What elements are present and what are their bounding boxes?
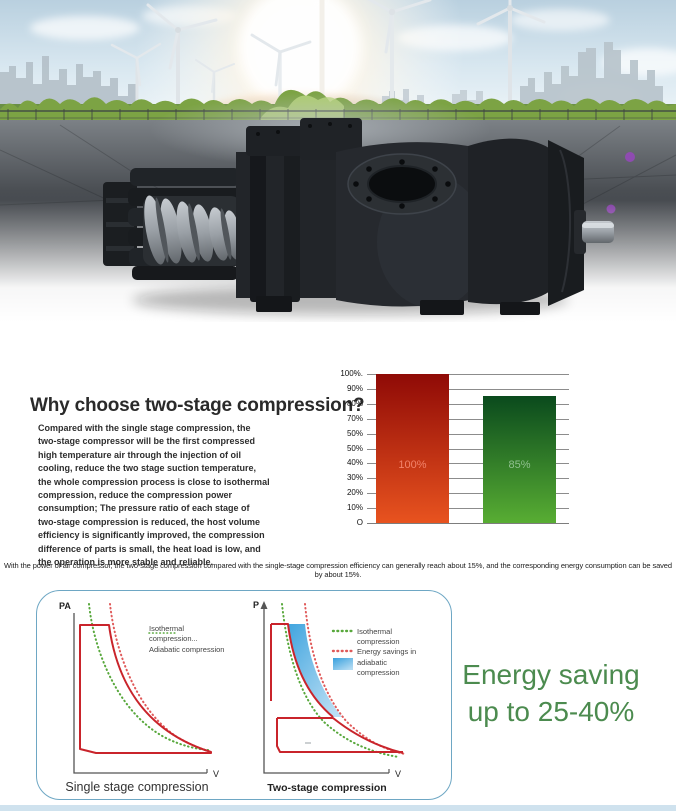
efficiency-bar-chart: 100%. 90% 80% 70% 50% 50% 40% 30% 20% 10% O 100% 85…: [333, 363, 633, 538]
bar-value-label: 100%: [398, 459, 427, 471]
sun: [238, 0, 362, 110]
wind-turbine: [146, 3, 218, 110]
gridline: [367, 493, 569, 495]
y-axis-label: PA: [59, 601, 71, 611]
legend-label: compression: [357, 668, 400, 677]
legend-label: Energy savings in: [357, 647, 416, 656]
y-tick-label: 90%: [346, 383, 363, 393]
y-tick-label: 70%: [346, 413, 363, 423]
gridline: [367, 463, 569, 465]
section-heading: Why choose two-stage compression?: [30, 394, 365, 416]
legend-label: compression: [357, 637, 400, 646]
output-shaft: [574, 210, 614, 254]
energy-saving-line2: up to 25-40%: [467, 696, 635, 727]
x-axis-label: V: [395, 769, 401, 779]
note-text: With the power of air compressor, the tw…: [4, 561, 672, 579]
wind-turbine: [476, 0, 546, 107]
isothermal-curve: [88, 603, 209, 751]
wind-turbine: [110, 42, 162, 108]
energy-saving-line1: Energy saving: [462, 659, 640, 690]
bar: 100%: [376, 374, 449, 523]
bar-chart-plot: 100% 85%: [367, 374, 569, 524]
wind-turbine: [367, 0, 432, 108]
screw-rotor: [143, 195, 242, 266]
two-stage-cycle-curve: [270, 623, 404, 754]
y-tick-label: 40%: [346, 458, 363, 468]
skyline-right: [520, 42, 663, 108]
cycle-curve: [79, 624, 212, 754]
banner-scene: [0, 0, 676, 322]
gridline: [367, 374, 569, 375]
pv-diagram-single: PA V Isothermal compression... Adiabatic…: [59, 601, 224, 794]
annotation-line: Isothermal: [149, 624, 184, 633]
legend-label: Isothermal: [357, 627, 392, 636]
gridline: [367, 508, 569, 510]
bar-value-label: 85%: [508, 459, 531, 471]
diagrams-panel: PA V Isothermal compression... Adiabatic…: [36, 590, 452, 800]
section-paragraph: Compared with the single stage compressi…: [38, 423, 270, 568]
energy-savings-area: [288, 624, 342, 717]
annotation-line: compression...: [149, 634, 198, 643]
y-tick-label: 20%: [346, 488, 363, 498]
y-tick-label: 50%: [346, 443, 363, 453]
annotation-line: Adiabatic compression: [149, 645, 224, 654]
diagram-legend: Isothermal compression Energy savings in…: [331, 627, 416, 677]
gridline: [367, 418, 569, 420]
gridline: [367, 403, 569, 405]
axes: [263, 607, 389, 774]
isothermal-curve: [281, 603, 400, 758]
axis-arrow: [260, 601, 268, 609]
y-tick-label: 100%.: [340, 369, 363, 378]
gridline: [367, 448, 569, 450]
pv-diagram-two-stage: P V Isothermal: [253, 600, 416, 794]
top-flange: [347, 153, 457, 215]
gridline: [367, 433, 569, 435]
energy-saving-text: Energy saving up to 25-40%: [448, 656, 654, 730]
y-tick-label: 30%: [346, 473, 363, 483]
axes: [73, 613, 207, 774]
diagram-caption: Two-stage compression: [267, 782, 386, 794]
wind-turbines: [110, 0, 546, 113]
legend-label: adiabatic: [357, 658, 387, 667]
x-axis-label: V: [213, 769, 219, 779]
purple-dot: [625, 152, 635, 162]
gridline: [367, 388, 569, 390]
legend-swatch-blue-fill: [333, 658, 353, 670]
next-section-edge: [0, 805, 676, 811]
skyline-left: [0, 56, 145, 110]
diagram-caption: Single stage compression: [65, 780, 208, 794]
y-tick-label: 10%: [346, 503, 363, 513]
bar: 85%: [483, 396, 556, 523]
banner-photo: [0, 0, 676, 322]
chart-yticks: 100%. 90% 80% 70% 50% 50% 40% 30% 20% 10% O: [333, 363, 363, 538]
gridline: [367, 478, 569, 480]
y-axis-label: P: [253, 600, 259, 610]
compressor-illustration: [103, 118, 614, 315]
y-tick-label: O: [356, 518, 363, 527]
y-tick-label: 50%: [346, 428, 363, 438]
y-tick-label: 80%: [346, 398, 363, 408]
pv-diagrams: PA V Isothermal compression... Adiabatic…: [59, 600, 416, 794]
